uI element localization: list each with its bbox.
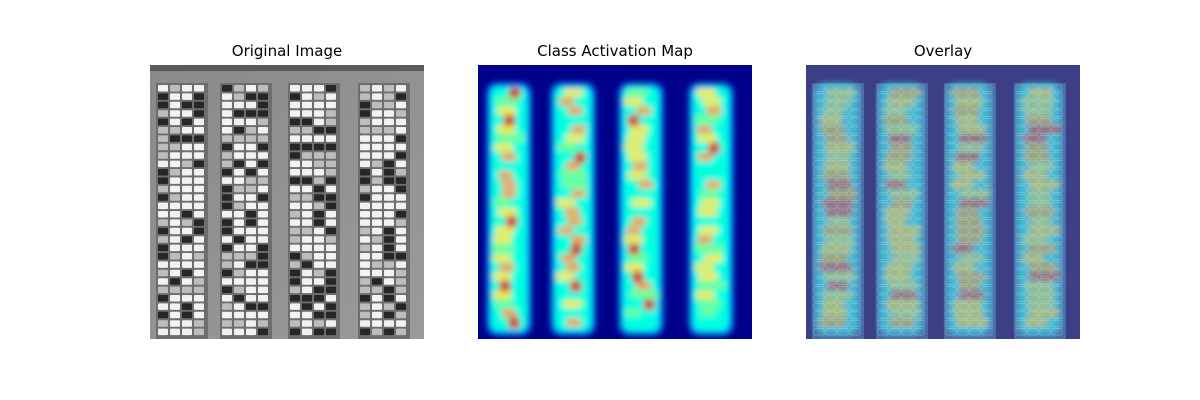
panel-title-overlay: Overlay bbox=[913, 42, 973, 60]
class-activation-map bbox=[478, 65, 752, 339]
panel-title-cam: Class Activation Map bbox=[537, 42, 693, 60]
overlay-image bbox=[806, 65, 1080, 339]
original-image bbox=[150, 65, 424, 339]
panel-title-original: Original Image bbox=[231, 42, 343, 60]
